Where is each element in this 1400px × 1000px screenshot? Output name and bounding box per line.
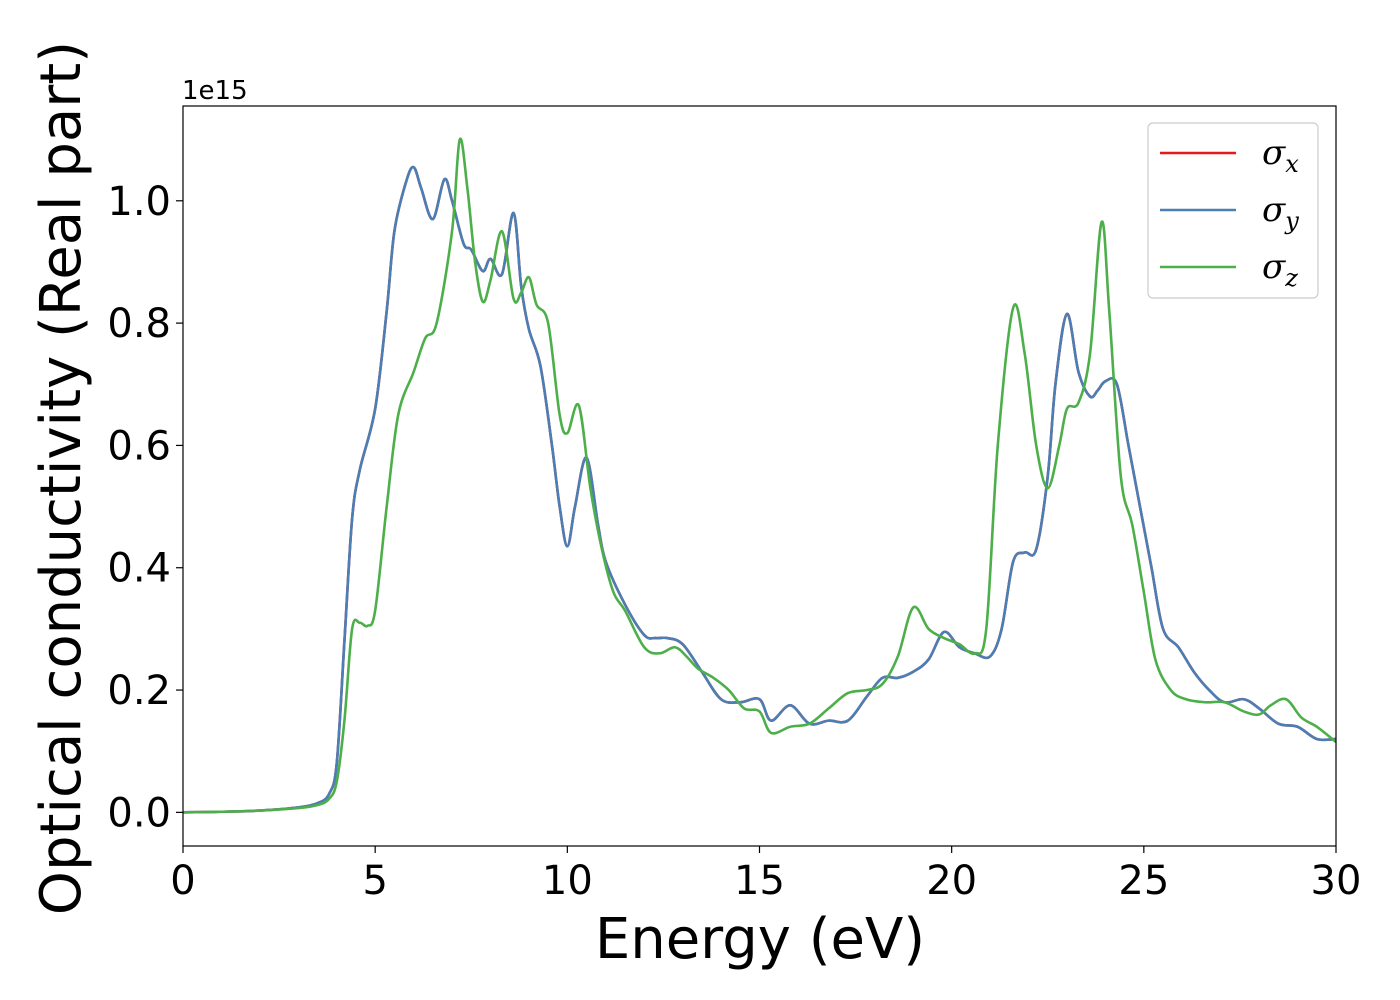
y-tick-label: 0.6 [107,423,171,469]
x-axis-label: Energy (eV) [595,907,925,972]
x-axis-ticks: 0 5 10 15 20 25 30 [170,846,1361,904]
legend-label-2: σy [1262,190,1299,235]
x-tick-label: 20 [926,858,977,904]
x-tick-label: 10 [542,858,593,904]
x-tick-label: 30 [1311,858,1362,904]
x-tick-label: 25 [1118,858,1169,904]
y-axis-label: Optical conductivity (Real part) [29,41,94,915]
legend-label-3: σz [1262,247,1298,292]
y-tick-label: 0.0 [107,790,171,836]
legend: σx σy σz [1147,122,1319,299]
legend-label-1: σx [1262,133,1299,178]
y-axis-ticks: 0.0 0.2 0.4 0.6 0.8 1.0 [107,179,183,836]
y-tick-label: 0.2 [107,668,171,714]
y-tick-label: 0.8 [107,301,171,347]
y-tick-label: 1.0 [107,179,171,225]
series-line-2 [183,165,1336,814]
x-tick-label: 5 [362,858,387,904]
x-tick-label: 0 [170,858,195,904]
y-axis-offset-label: 1e15 [182,76,248,106]
y-tick-label: 0.4 [107,546,171,592]
series-line-3 [183,137,1336,814]
x-tick-label: 15 [734,858,785,904]
